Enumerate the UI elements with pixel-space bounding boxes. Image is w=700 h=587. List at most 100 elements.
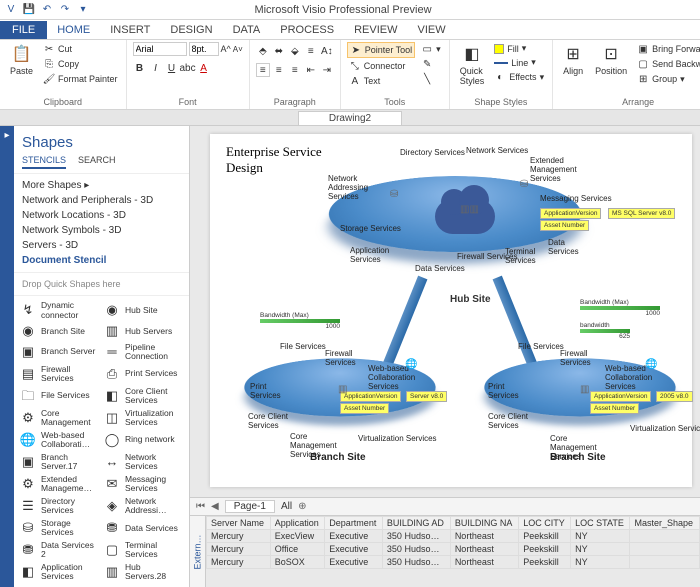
paste-button[interactable]: 📋 Paste	[6, 42, 37, 78]
tab-view[interactable]: VIEW	[407, 21, 455, 39]
quick-styles-button[interactable]: ◧Quick Styles	[456, 42, 489, 88]
freeform-tool-button[interactable]: ✎	[419, 57, 443, 71]
redo-icon[interactable]: ↷	[58, 3, 72, 17]
globe-icon[interactable]: 🌐	[645, 359, 657, 370]
shape-item[interactable]: ⚙Core Management	[18, 408, 101, 429]
bullets-icon[interactable]: ≡	[304, 44, 318, 58]
data-table[interactable]: Server NameApplicationDepartmentBUILDING…	[206, 516, 700, 587]
qat-dropdown-icon[interactable]: ▾	[76, 3, 90, 17]
server-icon[interactable]: ▥	[580, 384, 589, 395]
shape-item[interactable]: ⚙Extended Manageme…	[18, 474, 101, 495]
shape-item[interactable]: 🗀File Services	[18, 386, 101, 407]
stencils-tab[interactable]: STENCILS	[22, 155, 66, 169]
font-family-select[interactable]	[133, 42, 187, 56]
stencil-item-selected[interactable]: Document Stencil	[22, 253, 181, 268]
indent-dec-icon[interactable]: ⇤	[304, 63, 318, 77]
stencil-more[interactable]: More Shapes ▸	[22, 178, 181, 193]
indent-inc-icon[interactable]: ⇥	[320, 63, 334, 77]
shape-item[interactable]: ✉Messaging Services	[102, 474, 185, 495]
table-row[interactable]: MercuryOfficeExecutive350 Hudso…Northeas…	[207, 543, 700, 556]
shape-item[interactable]: ▢Terminal Services	[102, 540, 185, 561]
shape-item[interactable]: ⛃Data Services	[102, 518, 185, 539]
callout[interactable]: Server v8.0	[406, 391, 447, 402]
tab-home[interactable]: HOME	[47, 21, 100, 39]
globe-icon[interactable]: 🌐	[405, 359, 417, 370]
page-nav-first-icon[interactable]: ⏮	[196, 501, 205, 512]
copy-button[interactable]: ⎘Copy	[41, 57, 120, 71]
italic-button[interactable]: I	[149, 61, 163, 75]
bold-button[interactable]: B	[133, 61, 147, 75]
shape-item[interactable]: ⎙Print Services	[102, 363, 185, 384]
doc-tab-drawing[interactable]: Drawing2	[298, 111, 402, 125]
shape-item[interactable]: 🌐Web-based Collaborati…	[18, 430, 101, 451]
shrink-font-icon[interactable]: A˅	[233, 45, 243, 54]
shape-item[interactable]: ◈Network Addressi…	[102, 496, 185, 517]
page-tab[interactable]: Page-1	[225, 500, 275, 513]
shape-item[interactable]: ◫Virtualization Services	[102, 408, 185, 429]
search-tab[interactable]: SEARCH	[78, 155, 116, 169]
table-row[interactable]: MercuryBoSOXExecutive350 Hudso…Northeast…	[207, 556, 700, 569]
line-tool-button[interactable]: ╲	[419, 72, 443, 86]
page-add-icon[interactable]: ⊕	[298, 501, 306, 512]
group-button[interactable]: ⊞Group▾	[635, 72, 700, 86]
align-bot-icon[interactable]: ⬙	[288, 44, 302, 58]
callout[interactable]: Asset Number	[340, 403, 389, 414]
underline-button[interactable]: U	[165, 61, 179, 75]
shape-item[interactable]: ▤Firewall Services	[18, 363, 101, 384]
align-right-icon[interactable]: ≡	[288, 63, 302, 77]
server-icon[interactable]: ⛁	[520, 179, 528, 190]
align-top-icon[interactable]: ⬘	[256, 44, 270, 58]
shape-item[interactable]: ═Pipeline Connection	[102, 341, 185, 362]
drawing-page[interactable]: Enterprise Service Design Directory Serv…	[210, 134, 692, 487]
shape-item[interactable]: ◉Hub Site	[102, 300, 185, 321]
shapes-toggle-icon[interactable]: ▸	[4, 130, 9, 141]
line-button[interactable]: Line▾	[492, 56, 546, 69]
col-header[interactable]: LOC STATE	[571, 517, 630, 530]
col-header[interactable]: Server Name	[207, 517, 271, 530]
table-row[interactable]: MercuryExecViewExecutive350 Hudso…Northe…	[207, 530, 700, 543]
orient-icon[interactable]: A↕	[320, 44, 334, 58]
file-tab[interactable]: FILE	[0, 21, 47, 39]
align-button[interactable]: ⊞Align	[559, 42, 587, 78]
shape-item[interactable]: ↯Dynamic connector	[18, 300, 101, 321]
pointer-tool-button[interactable]: ➤Pointer Tool	[347, 42, 415, 58]
callout[interactable]: Asset Number	[540, 220, 589, 231]
tab-data[interactable]: DATA	[223, 21, 271, 39]
shape-item[interactable]: ◯Ring network	[102, 430, 185, 451]
canvas[interactable]: Enterprise Service Design Directory Serv…	[190, 126, 700, 497]
tab-design[interactable]: DESIGN	[160, 21, 222, 39]
callout[interactable]: ApplicationVersion	[590, 391, 651, 402]
shape-item[interactable]: ▣Branch Server	[18, 341, 101, 362]
shape-item[interactable]: ▣Branch Server.17	[18, 452, 101, 473]
external-data-tab[interactable]: Extern…	[190, 516, 206, 587]
callout[interactable]: ApplicationVersion	[540, 208, 601, 219]
format-painter-button[interactable]: 🖌Format Painter	[41, 72, 120, 86]
shape-item[interactable]: ◧Core Client Services	[102, 386, 185, 407]
bring-forward-button[interactable]: ▣Bring Forward	[635, 42, 700, 56]
tab-insert[interactable]: INSERT	[100, 21, 160, 39]
shape-item[interactable]: ⛁Storage Services	[18, 518, 101, 539]
pipe-right[interactable]	[493, 276, 538, 368]
stencil-item[interactable]: Network Symbols - 3D	[22, 223, 181, 238]
col-header[interactable]: LOC CITY	[519, 517, 571, 530]
align-left-icon[interactable]: ≡	[256, 63, 270, 77]
stencil-item[interactable]: Servers - 3D	[22, 238, 181, 253]
shape-item[interactable]: ◉Branch Site	[18, 322, 101, 340]
callout[interactable]: ApplicationVersion	[340, 391, 401, 402]
server-icon[interactable]: ▥▥	[460, 204, 479, 215]
callout[interactable]: Asset Number	[590, 403, 639, 414]
page-all-label[interactable]: All	[281, 501, 292, 512]
visio-icon[interactable]: V	[4, 3, 18, 17]
align-mid-icon[interactable]: ⬌	[272, 44, 286, 58]
shape-item[interactable]: ⛃Data Services 2	[18, 540, 101, 561]
stencil-item[interactable]: Network Locations - 3D	[22, 208, 181, 223]
font-size-select[interactable]	[189, 42, 219, 56]
col-header[interactable]: BUILDING AD	[382, 517, 450, 530]
rectangle-tool-button[interactable]: ▭▾	[419, 42, 443, 56]
col-header[interactable]: Master_Shape	[630, 517, 700, 530]
text-tool-button[interactable]: AText	[347, 74, 415, 88]
effects-button[interactable]: ◐Effects▾	[492, 70, 546, 84]
tab-process[interactable]: PROCESS	[270, 21, 344, 39]
align-center-icon[interactable]: ≡	[272, 63, 286, 77]
save-icon[interactable]: 💾	[22, 3, 36, 17]
